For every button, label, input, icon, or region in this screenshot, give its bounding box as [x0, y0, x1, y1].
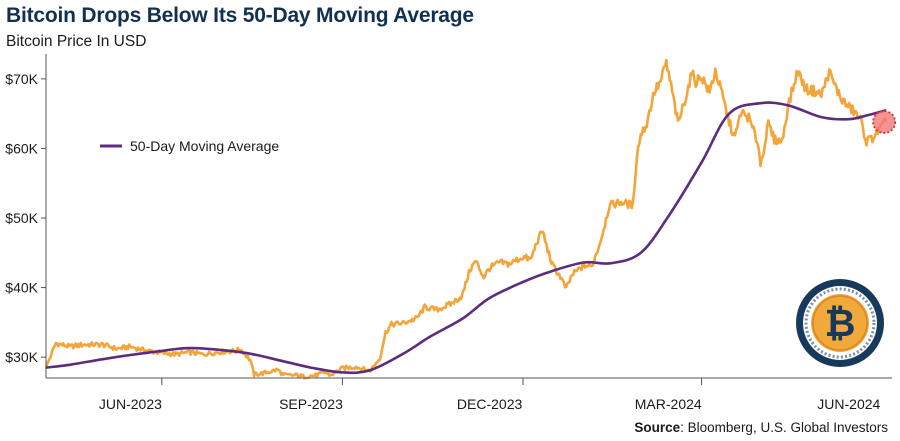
legend-label: 50-Day Moving Average	[130, 138, 279, 154]
legend: 50-Day Moving Average	[100, 138, 279, 154]
x-tick-label: DEC-2023	[457, 396, 523, 412]
axes: $30K $40K $50K $60K $70K JUN-2023 SEP-2023 DEC-…	[5, 54, 892, 412]
y-tick-label: $70K	[5, 71, 38, 87]
y-tick-label: $40K	[5, 280, 38, 296]
moving-average-line	[45, 101, 887, 375]
bitcoin-logo: ₿	[794, 277, 886, 369]
y-tick-label: $50K	[5, 210, 38, 226]
x-tick-label: MAR-2024	[635, 396, 702, 412]
x-tick-label: JUN-2024	[817, 396, 880, 412]
source-note: Source: Bloomberg, U.S. Global Investors	[634, 420, 888, 435]
source-text: : Bloomberg, U.S. Global Investors	[680, 420, 888, 435]
price-line	[44, 58, 888, 380]
x-tick-label: JUN-2023	[99, 396, 162, 412]
y-tick-label: $60K	[5, 140, 38, 156]
x-tick-label: SEP-2023	[279, 396, 343, 412]
chart-subtitle: Bitcoin Price In USD	[6, 33, 147, 50]
y-tick-label: $30K	[5, 349, 38, 365]
svg-text:₿: ₿	[825, 303, 856, 345]
plot-lines	[44, 58, 897, 380]
highlight-marker	[872, 110, 897, 134]
source-label: Source	[634, 420, 681, 435]
chart-title: Bitcoin Drops Below Its 50-Day Moving Av…	[6, 4, 474, 27]
